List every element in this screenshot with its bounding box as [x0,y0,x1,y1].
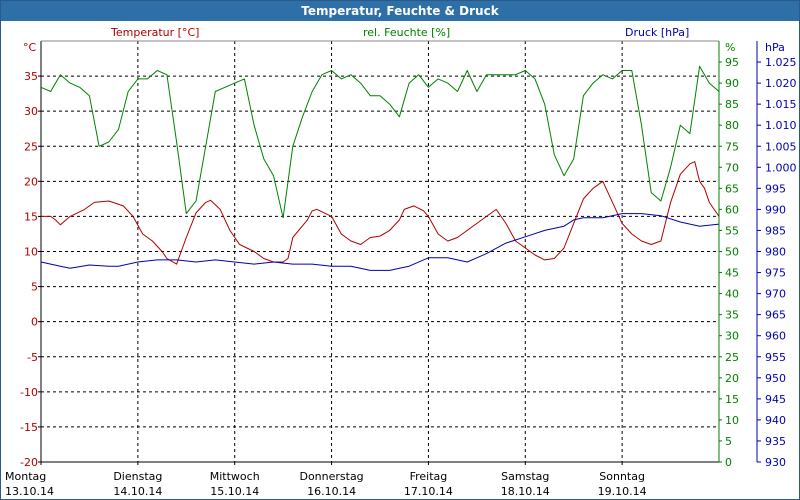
temperature-axis-label: Temperatur [°C] [110,26,199,39]
temperature-tick-label: 30 [24,105,38,118]
humidity-tick-label: 5 [725,435,732,448]
pressure-tick-label: 965 [765,309,786,322]
temperature-tick-label: 15 [24,210,38,223]
humidity-tick-label: 70 [725,161,739,174]
humidity-tick-label: 55 [725,224,739,237]
x-tick-label-date: 17.10.14 [404,485,453,498]
temperature-tick-label: 25 [24,140,38,153]
temperature-tick-label: -20 [20,456,38,469]
temperature-tick-label: -5 [27,351,38,364]
temperature-tick-label: -15 [20,421,38,434]
x-tick-label-date: 18.10.14 [501,485,550,498]
pressure-unit: hPa [765,41,785,54]
pressure-tick-label: 995 [765,182,786,195]
pressure-tick-label: 990 [765,203,786,216]
pressure-tick-label: 940 [765,414,786,427]
pressure-tick-label: 985 [765,224,786,237]
temperature-tick-label: 0 [31,316,38,329]
humidity-tick-label: 25 [725,351,739,364]
humidity-tick-label: 80 [725,119,739,132]
pressure-tick-label: 1.025 [765,56,797,69]
temperature-unit: °C [23,41,37,54]
x-tick-label-date: 14.10.14 [113,485,162,498]
humidity-tick-label: 30 [725,330,739,343]
pressure-tick-label: 1.000 [765,161,797,174]
humidity-tick-label: 95 [725,56,739,69]
humidity-tick-label: 10 [725,414,739,427]
humidity-tick-label: 45 [725,267,739,280]
pressure-tick-label: 975 [765,267,786,280]
temperature-tick-label: 35 [24,70,38,83]
humidity-tick-label: 0 [725,456,732,469]
x-tick-label-date: 15.10.14 [210,485,259,498]
chart-title: Temperatur, Feuchte & Druck [1,1,799,21]
x-tick-label-day: Samstag [501,470,549,483]
pressure-tick-label: 980 [765,246,786,259]
humidity-tick-label: 75 [725,140,739,153]
pressure-series-line [40,213,720,271]
humidity-tick-label: 50 [725,246,739,259]
x-tick-label-day: Sonntag [599,470,645,483]
humidity-tick-label: 90 [725,77,739,90]
pressure-tick-label: 935 [765,435,786,448]
x-tick-label-date: 19.10.14 [598,485,647,498]
humidity-tick-label: 60 [725,203,739,216]
temperature-series-line [41,161,720,265]
temperature-tick-label: 20 [24,175,38,188]
pressure-tick-label: 1.005 [765,140,797,153]
humidity-tick-label: 65 [725,182,739,195]
x-tick-label-day: Dienstag [113,470,162,483]
pressure-axis-label: Druck [hPa] [625,26,689,39]
x-tick-label-day: Mittwoch [210,470,260,483]
pressure-tick-label: 1.015 [765,98,797,111]
humidity-tick-label: 85 [725,98,739,111]
pressure-tick-label: 950 [765,372,786,385]
x-tick-label-day: Freitag [410,470,448,483]
humidity-unit: % [725,41,735,54]
humidity-axis-label: rel. Feuchte [%] [363,26,450,39]
temperature-tick-label: -10 [20,386,38,399]
humidity-tick-label: 40 [725,288,739,301]
pressure-tick-label: 945 [765,393,786,406]
x-tick-label-day: Donnerstag [299,470,363,483]
humidity-tick-label: 20 [725,372,739,385]
x-tick-label-date: 13.10.14 [5,485,54,498]
humidity-tick-label: 35 [725,309,739,322]
pressure-tick-label: 1.020 [765,77,797,90]
temperature-tick-label: 5 [31,281,38,294]
pressure-tick-label: 1.010 [765,119,797,132]
humidity-tick-label: 15 [725,393,739,406]
pressure-tick-label: 955 [765,351,786,364]
x-tick-label-day: Montag [5,470,46,483]
x-tick-label-date: 16.10.14 [307,485,356,498]
pressure-tick-label: 930 [765,456,786,469]
pressure-tick-label: 960 [765,330,786,343]
humidity-series-line [40,65,720,219]
pressure-tick-label: 970 [765,288,786,301]
temperature-tick-label: 10 [24,246,38,259]
